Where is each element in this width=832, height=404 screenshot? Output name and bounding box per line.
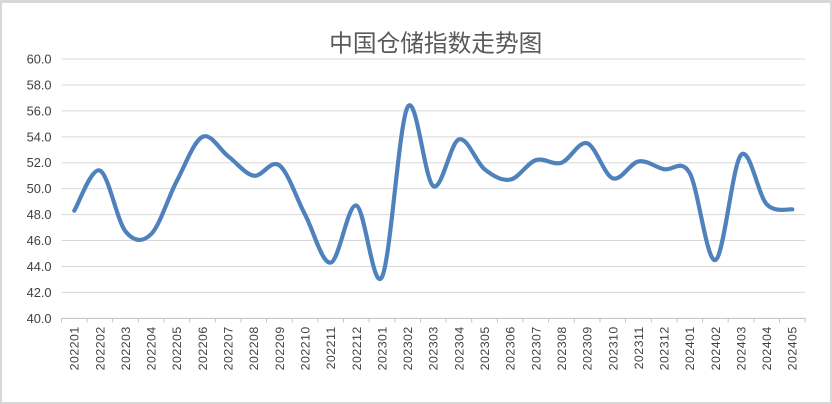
- x-tick-label: 202405: [786, 326, 800, 370]
- x-axis-labels: 202201 202202 202203 202204 202205 202206 2022…: [68, 326, 800, 370]
- y-tick-label: 52.0: [27, 155, 52, 170]
- y-tick-label: 40.0: [27, 311, 52, 326]
- x-tick-label: 202304: [452, 326, 466, 370]
- x-tick-label: 202402: [709, 326, 723, 370]
- y-tick-label: 50.0: [27, 181, 52, 196]
- gridline-group: [61, 58, 806, 293]
- x-tick-label: 202210: [299, 326, 313, 370]
- x-tick-label: 202311: [632, 326, 646, 369]
- warehousing-index-chart: 60.0 58.0 56.0 54.0 52.0 50.0 48.0 46.0 44.0 42.0…: [27, 29, 806, 370]
- x-tick-label: 202404: [760, 326, 774, 370]
- x-tick-label: 202203: [119, 326, 133, 370]
- x-tick-label: 202307: [529, 326, 543, 370]
- x-tick-label: 202309: [581, 326, 595, 370]
- x-axis: [60, 317, 806, 323]
- x-tick-label: 202206: [196, 326, 210, 370]
- x-tick-label: 202208: [247, 326, 261, 370]
- x-tick-label: 202403: [734, 326, 748, 370]
- x-tick-label: 202209: [273, 326, 287, 370]
- x-tick-label: 202305: [478, 326, 492, 370]
- x-tick-label: 202306: [504, 326, 518, 370]
- index-line-series: [72, 103, 795, 282]
- y-tick-label: 60.0: [27, 51, 52, 66]
- x-tick-label: 202301: [375, 326, 389, 370]
- x-tick-label: 202207: [222, 326, 236, 370]
- x-tick-label: 202302: [401, 326, 415, 370]
- x-tick-label: 202211: [324, 326, 338, 369]
- y-axis-labels: 60.0 58.0 56.0 54.0 52.0 50.0 48.0 46.0 44.0 42.0…: [27, 51, 52, 325]
- y-tick-label: 42.0: [27, 285, 52, 300]
- x-tick-label: 202312: [658, 326, 672, 370]
- y-tick-label: 48.0: [27, 207, 52, 222]
- x-tick-label: 202202: [93, 326, 107, 370]
- x-tick-label: 202201: [68, 326, 82, 370]
- y-tick-label: 58.0: [27, 77, 52, 92]
- x-tick-label: 202303: [427, 326, 441, 370]
- y-tick-label: 44.0: [27, 259, 52, 274]
- y-tick-label: 46.0: [27, 233, 52, 248]
- x-tick-label: 202310: [606, 326, 620, 370]
- y-tick-label: 56.0: [27, 103, 52, 118]
- x-tick-label: 202205: [170, 326, 184, 370]
- x-tick-label: 202401: [683, 326, 697, 370]
- x-tick-label: 202212: [350, 326, 364, 370]
- y-tick-label: 54.0: [27, 129, 52, 144]
- x-tick-label: 202308: [555, 326, 569, 370]
- x-tick-label: 202204: [145, 326, 159, 370]
- chart-title: 中国仓储指数走势图: [329, 29, 542, 57]
